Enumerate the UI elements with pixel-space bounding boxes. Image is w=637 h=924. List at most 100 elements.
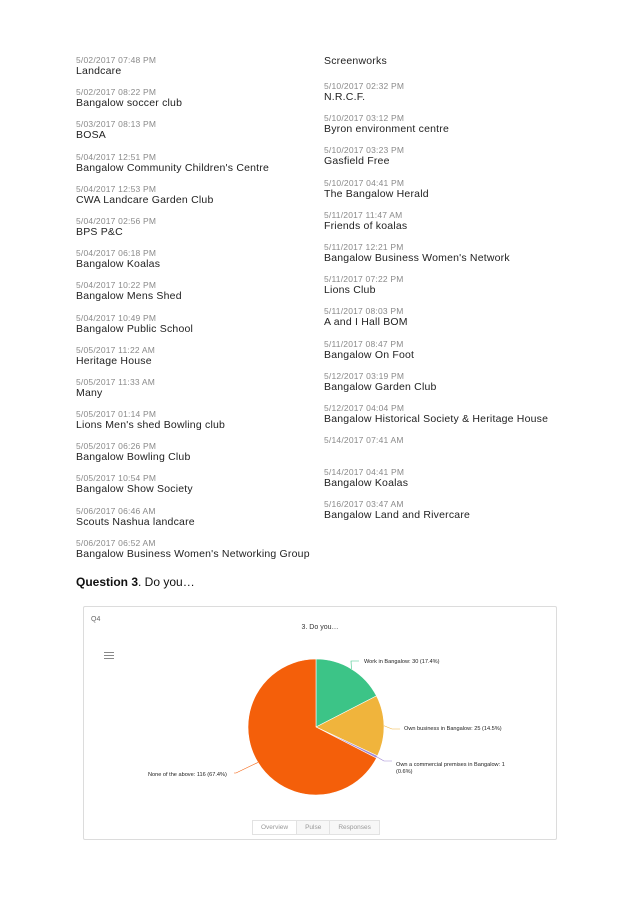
- question-label: Question 3: [76, 575, 139, 589]
- response-entry: 5/04/2017 12:53 PM CWA Landcare Garden Cl…: [76, 184, 326, 216]
- response-timestamp: 5/11/2017 08:03 PM: [324, 306, 404, 317]
- slice-connector: [383, 725, 400, 730]
- response-timestamp: 5/04/2017 06:18 PM: [76, 248, 157, 259]
- response-entry: 5/10/2017 03:12 PM Byron environment cent…: [324, 113, 574, 145]
- response-text: Bangalow Community Children's Centre: [76, 161, 270, 174]
- left-response-column: 5/02/2017 07:48 PM Landcare 5/02/2017 08:2…: [76, 55, 326, 570]
- response-timestamp: 5/02/2017 08:22 PM: [76, 87, 157, 98]
- response-timestamp: 5/05/2017 11:22 AM: [76, 344, 156, 355]
- slice-data-label: Work in Bangalow: 30 (17.4%): [364, 659, 440, 665]
- response-timestamp: 5/04/2017 02:56 PM: [76, 215, 157, 226]
- response-timestamp: 5/10/2017 04:41 PM: [324, 177, 405, 188]
- response-entry: 5/05/2017 11:33 AM Many: [76, 377, 326, 409]
- hamburger-menu-icon[interactable]: [104, 652, 114, 660]
- response-timestamp: 5/10/2017 02:32 PM: [324, 81, 405, 91]
- response-text: Bangalow Historical Society & Heritage H…: [324, 412, 549, 425]
- response-timestamp: 5/04/2017 10:49 PM: [76, 312, 157, 323]
- chart-title: 3. Do you…: [301, 624, 339, 631]
- response-text: Bangalow Bowling Club: [76, 451, 191, 464]
- response-entry: 5/04/2017 06:18 PM Bangalow Koalas: [76, 248, 326, 280]
- response-entry: 5/02/2017 08:22 PM Bangalow soccer club: [76, 87, 326, 119]
- response-text: Byron environment centre: [324, 123, 450, 136]
- response-text: Bangalow Public School: [76, 322, 194, 335]
- response-entry: 5/05/2017 06:26 PM Bangalow Bowling Club: [76, 441, 326, 473]
- response-entry: 5/11/2017 08:03 PM A and I Hall BOM: [324, 306, 574, 338]
- response-text: Bangalow Land and Rivercare: [324, 509, 471, 522]
- response-text: Landcare: [76, 65, 122, 77]
- response-timestamp: 5/11/2017 11:47 AM: [324, 209, 403, 220]
- question-heading: Question 3. Do you…: [76, 575, 195, 589]
- response-timestamp: 5/12/2017 03:19 PM: [324, 370, 405, 381]
- response-entry: 5/14/2017 07:41 AM: [324, 435, 574, 467]
- slice-data-label: None of the above: 116 (67.4%): [148, 772, 227, 778]
- slice-connector: [350, 660, 359, 669]
- response-text: Bangalow Mens Shed: [76, 290, 182, 303]
- response-entry: 5/06/2017 06:52 AM Bangalow Business Wome…: [76, 538, 326, 570]
- response-timestamp: 5/16/2017 03:47 AM: [324, 499, 404, 510]
- tab-pulse[interactable]: Pulse: [297, 821, 331, 834]
- response-timestamp: 5/06/2017 06:46 AM: [76, 505, 156, 516]
- response-entry: 5/11/2017 07:22 PM Lions Club: [324, 274, 574, 306]
- response-timestamp: 5/10/2017 03:23 PM: [324, 145, 405, 156]
- tab-responses[interactable]: Responses: [338, 824, 371, 831]
- right-response-column: Screenworks 5/10/2017 02:32 PM N.R.C.F. 5/…: [324, 55, 574, 532]
- response-text: [324, 445, 574, 458]
- response-entry: 5/10/2017 04:41 PM The Bangalow Herald: [324, 178, 574, 210]
- response-text: Bangalow Business Women's Networking Gro…: [76, 547, 310, 560]
- response-entry: 5/16/2017 03:47 AM Bangalow Land and Rive…: [324, 499, 574, 531]
- response-timestamp: 5/03/2017 08:13 PM: [76, 119, 157, 130]
- response-entry: 5/03/2017 08:13 PM BOSA: [76, 119, 326, 151]
- response-entry: 5/04/2017 10:49 PM Bangalow Public School: [76, 313, 326, 345]
- question-text: . Do you…: [138, 575, 195, 589]
- response-text: A and I Hall BOM: [324, 316, 408, 329]
- slice-data-label: Own business in Bangalow: 25 (14.5%): [404, 726, 502, 732]
- response-entry: 5/11/2017 08:47 PM Bangalow On Foot: [324, 339, 574, 371]
- response-entry: 5/04/2017 02:56 PM BPS P&C: [76, 216, 326, 248]
- response-timestamp: 5/02/2017 07:48 PM: [76, 55, 157, 65]
- response-timestamp: 5/11/2017 08:47 PM: [324, 338, 404, 349]
- pie-slice[interactable]: [315, 658, 377, 728]
- response-timestamp: 5/05/2017 06:26 PM: [76, 441, 157, 452]
- response-entry: 5/04/2017 10:22 PM Bangalow Mens Shed: [76, 280, 326, 312]
- response-text: BPS P&C: [76, 225, 123, 238]
- response-timestamp: 5/12/2017 04:04 PM: [324, 402, 405, 413]
- response-text: Lions Men's shed Bowling club: [76, 419, 226, 432]
- question-tag: Q4: [91, 616, 101, 623]
- response-entry: 5/11/2017 11:47 AM Friends of koalas: [324, 210, 574, 242]
- response-entry: 5/10/2017 02:32 PM N.R.C.F.: [324, 81, 574, 113]
- response-timestamp: 5/11/2017 12:21 PM: [324, 241, 404, 252]
- response-text: Friends of koalas: [324, 219, 408, 232]
- response-timestamp: 5/14/2017 07:41 AM: [324, 435, 404, 446]
- slice-connector: [376, 756, 392, 762]
- response-entry: 5/11/2017 12:21 PM Bangalow Business Wome…: [324, 242, 574, 274]
- response-entry: 5/04/2017 12:51 PM Bangalow Community Chi…: [76, 152, 326, 184]
- response-text: The Bangalow Herald: [324, 187, 429, 200]
- response-entry: 5/10/2017 03:23 PM Gasfield Free: [324, 145, 574, 177]
- response-timestamp: 5/04/2017 12:51 PM: [76, 151, 157, 162]
- response-text: Bangalow Koalas: [324, 477, 409, 490]
- tab-overview[interactable]: Overview: [253, 821, 298, 834]
- slice-data-label: Own a commercial premises in Bangalow: 1…: [396, 762, 505, 775]
- response-entry: 5/02/2017 07:48 PM Landcare: [76, 55, 326, 87]
- response-timestamp: 5/04/2017 12:53 PM: [76, 183, 157, 194]
- response-text: Lions Club: [324, 284, 376, 297]
- response-text: Gasfield Free: [324, 155, 390, 168]
- response-text: Many: [76, 386, 103, 399]
- response-entry: 5/05/2017 11:22 AM Heritage House: [76, 345, 326, 377]
- pie-slice[interactable]: [315, 695, 385, 757]
- response-timestamp: 5/06/2017 06:52 AM: [76, 537, 156, 548]
- response-timestamp: 5/05/2017 10:54 PM: [76, 473, 157, 484]
- response-timestamp: 5/11/2017 07:22 PM: [324, 274, 404, 285]
- response-entry: 5/12/2017 04:04 PM Bangalow Historical So…: [324, 403, 574, 435]
- response-timestamp: 5/05/2017 01:14 PM: [76, 409, 157, 420]
- response-entry: 5/06/2017 06:46 AM Scouts Nashua landcare: [76, 506, 326, 538]
- response-text: Bangalow Koalas: [76, 258, 161, 271]
- response-entry: 5/05/2017 10:54 PM Bangalow Show Society: [76, 473, 326, 505]
- response-timestamp: 5/10/2017 03:12 PM: [324, 113, 405, 124]
- response-text: Bangalow Business Women's Network: [324, 251, 510, 264]
- slice-connector: [234, 762, 259, 774]
- response-timestamp: 5/14/2017 04:41 PM: [324, 467, 405, 478]
- chart-panel: Q4 3. Do you… Work in Bangalow: 30 (17.4…: [83, 606, 557, 840]
- response-text: Bangalow On Foot: [324, 348, 415, 361]
- response-timestamp: 5/04/2017 10:22 PM: [76, 280, 157, 291]
